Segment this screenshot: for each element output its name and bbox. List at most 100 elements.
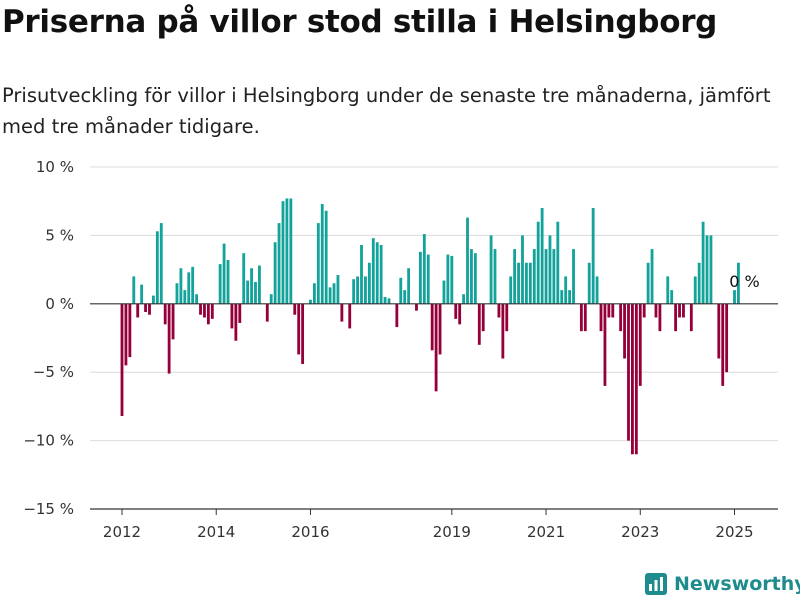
bar [399,277,403,304]
bar [473,253,477,304]
bar [144,303,147,313]
bar [316,223,320,304]
bar [159,223,163,304]
bar [517,262,520,304]
bar [124,303,128,366]
bar [631,303,634,455]
y-tick-label: 5 % [45,226,74,244]
bar [572,249,575,304]
bar [670,290,674,304]
brand-logo: Newsworthy [645,570,800,598]
bar [705,235,709,304]
bar [348,303,352,329]
grid-lines [90,166,778,510]
bar [140,284,144,304]
bar [603,303,607,386]
bar [360,244,363,304]
bar [407,268,411,304]
axes [90,303,778,515]
bar [638,303,642,386]
bar [721,303,725,386]
bar [619,303,623,332]
bar [579,303,583,332]
bar [364,276,367,304]
bar [709,235,713,304]
bar [462,294,465,304]
y-tick-label: 0 % [45,295,74,313]
bar [524,262,528,304]
bar [532,249,536,304]
bar [312,283,316,304]
bar [426,254,430,304]
bar [301,303,305,364]
bar [222,243,226,304]
bar [203,303,206,318]
bar [234,303,238,341]
bar [470,249,473,304]
bar [340,303,344,322]
bar [493,249,497,304]
bar [152,295,155,304]
bar [375,242,379,304]
bar [367,262,371,304]
x-tick-label: 2025 [715,523,753,541]
bar [733,290,736,304]
bar [246,280,250,304]
bar [120,303,124,416]
bar [379,244,383,304]
bar [155,231,159,304]
bar [167,303,171,374]
x-tick-label: 2014 [197,523,235,541]
bar [725,303,729,373]
bar [540,208,544,304]
bar [454,303,458,319]
bar [218,264,222,304]
bar [269,294,273,304]
bar [422,234,426,304]
bar [481,303,485,332]
bar [682,303,685,318]
bar [583,303,587,332]
bar [595,276,599,304]
bar [293,303,297,315]
bar [250,268,253,304]
bar [356,276,359,304]
bar [254,281,257,304]
bar [163,303,167,325]
brand-name: Newsworthy [674,573,800,595]
bar [536,221,540,304]
bar [438,303,442,355]
y-tick-label: −10 % [23,432,74,450]
bar [497,303,501,318]
y-tick-label: −15 % [23,500,74,518]
bar [674,303,678,332]
bar [477,303,481,345]
bar [509,276,513,304]
bar [352,279,356,304]
bar [403,290,407,304]
bar [587,262,591,304]
bar [599,303,603,332]
bar [513,249,517,304]
bar [430,303,434,351]
x-tick-label: 2021 [527,523,565,541]
bar [136,303,140,318]
x-tick-label: 2023 [621,523,659,541]
bar [324,210,328,304]
bar [191,266,195,304]
bar [528,262,532,304]
bars [120,198,740,455]
bar [395,303,399,328]
bar [717,303,721,359]
bar [187,272,191,304]
bar [277,223,281,304]
bar [666,276,670,304]
bar [689,303,693,332]
bar [548,235,552,304]
bar [226,260,230,304]
bar [552,249,556,304]
bar [309,299,312,304]
bar [238,303,242,323]
y-tick-label: 10 % [36,158,74,176]
bar [737,262,740,304]
